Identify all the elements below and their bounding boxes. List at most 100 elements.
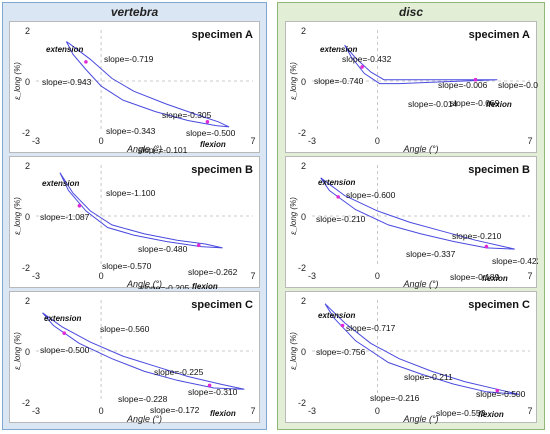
slope-label: slope=-0.189 bbox=[450, 272, 500, 282]
y-tick-label: 0 bbox=[301, 212, 306, 222]
annotation-extension: extension bbox=[318, 178, 355, 187]
x-tick-label: -3 bbox=[308, 406, 316, 416]
y-tick-label: 2 bbox=[301, 26, 306, 36]
y-axis-label: ε_long (%) bbox=[289, 197, 298, 235]
x-tick-label: 0 bbox=[375, 271, 380, 281]
slope-label: slope=-0.337 bbox=[406, 249, 456, 259]
specimen-label: specimen C bbox=[468, 299, 530, 311]
slope-label: slope=-0.101 bbox=[138, 145, 188, 154]
chart-svg: 2 0 -2-3 0 7 Angle (°) ε_long (%) specimen A ext… bbox=[13, 26, 256, 155]
data-marker bbox=[77, 204, 82, 208]
slope-label: slope=-0.343 bbox=[106, 126, 156, 136]
x-tick-label: 7 bbox=[527, 271, 532, 281]
x-tick-label: 7 bbox=[250, 271, 255, 281]
chart-panel: 2 0 -2 -3 0 7 Angle (°) ε_long (%) specimen B ext… bbox=[9, 156, 260, 293]
specimen-label: specimen C bbox=[191, 299, 253, 311]
chart-svg: 2 0 -2-3 0 7 Angle (°) ε_long (%) specimen A ext… bbox=[289, 26, 548, 154]
slope-label: slope=-0.480 bbox=[138, 244, 188, 254]
slope-label: slope=-0.943 bbox=[42, 77, 92, 87]
x-tick-label: 0 bbox=[375, 136, 380, 146]
slope-label: slope=-0.006 bbox=[438, 80, 488, 90]
annotation-extension: extension bbox=[44, 314, 81, 323]
annotation-extension: extension bbox=[318, 311, 355, 320]
slope-label: slope=-0.500 bbox=[186, 128, 236, 138]
slope-label: slope=-0.553 bbox=[436, 408, 486, 418]
chart-svg: 2 0 -2-3 0 7 Angle (°) ε_long (%) specimen C ext… bbox=[13, 296, 256, 424]
chart-svg: 2 0 -2-3 0 7 Angle (°) ε_long (%) specimen B ext… bbox=[289, 161, 542, 289]
annotation-extension: extension bbox=[320, 45, 357, 54]
data-marker bbox=[473, 77, 478, 82]
slope-label: slope=-0.740 bbox=[314, 76, 364, 86]
x-axis-label: Angle (°) bbox=[402, 144, 438, 154]
slope-label: slope=-0.560 bbox=[100, 324, 150, 334]
y-axis-label: ε_long (%) bbox=[13, 62, 22, 100]
y-tick-label: 2 bbox=[25, 26, 30, 36]
chart-panel: 2 0 -2 -3 0 7 Angle (°) ε_long (%) specimen A ext… bbox=[285, 21, 548, 154]
slope-label: slope=-1.087 bbox=[40, 212, 90, 222]
chart-svg: 2 0 -2-3 0 7 Angle (°) ε_long (%) specimen C ext… bbox=[289, 296, 533, 424]
slope-label: slope=-0.014 bbox=[408, 99, 458, 109]
x-tick-label: -3 bbox=[308, 136, 316, 146]
y-axis-label: ε_long (%) bbox=[13, 197, 22, 235]
x-tick-label: 7 bbox=[527, 406, 532, 416]
y-tick-label: 2 bbox=[25, 296, 30, 306]
x-axis-label: Angle (°) bbox=[402, 414, 438, 424]
x-tick-label: -3 bbox=[308, 271, 316, 281]
data-marker bbox=[340, 323, 345, 328]
y-axis-label: ε_long (%) bbox=[289, 332, 298, 370]
slope-label: slope=-0.225 bbox=[154, 367, 204, 377]
data-series-line bbox=[59, 172, 223, 249]
slope-label: slope=-0.262 bbox=[188, 267, 238, 277]
y-tick-label: 0 bbox=[25, 77, 30, 87]
y-tick-label: 0 bbox=[301, 347, 306, 357]
x-tick-label: -3 bbox=[32, 271, 40, 281]
chart-panel: 2 0 -2 -3 0 7 Angle (°) ε_long (%) specimen A ext… bbox=[9, 21, 260, 155]
y-tick-label: 2 bbox=[301, 296, 306, 306]
data-marker bbox=[62, 331, 67, 335]
y-axis-label: ε_long (%) bbox=[13, 332, 22, 370]
data-marker bbox=[196, 243, 201, 248]
annotation-extension: extension bbox=[46, 45, 83, 54]
y-tick-label: -2 bbox=[298, 128, 306, 138]
data-marker bbox=[207, 383, 212, 388]
annotation-flexion: flexion bbox=[210, 409, 236, 418]
y-tick-label: -2 bbox=[22, 398, 30, 408]
slope-label: slope=-0.600 bbox=[346, 190, 396, 200]
y-tick-label: 0 bbox=[25, 347, 30, 357]
x-axis-label: Angle (°) bbox=[126, 144, 162, 154]
slope-label: slope=-0.719 bbox=[104, 54, 154, 64]
slope-label: slope=-0.500 bbox=[40, 345, 90, 355]
slope-label: slope=-0.205 bbox=[140, 283, 190, 289]
x-axis-label: Angle (°) bbox=[402, 279, 438, 289]
slope-label: slope=-0.228 bbox=[118, 394, 168, 404]
y-tick-label: 2 bbox=[301, 161, 306, 171]
specimen-label: specimen B bbox=[468, 164, 530, 176]
x-tick-label: 0 bbox=[375, 406, 380, 416]
annotation-flexion: flexion bbox=[200, 140, 226, 149]
y-tick-label: 0 bbox=[301, 77, 306, 87]
slope-label: slope=-0.216 bbox=[370, 393, 420, 403]
x-tick-label: 0 bbox=[99, 406, 104, 416]
slope-label: slope=-0.025 bbox=[498, 80, 538, 90]
chart-panel: 2 0 -2 -3 0 7 Angle (°) ε_long (%) specimen C ext… bbox=[285, 291, 537, 424]
slope-label: slope=-0.210 bbox=[452, 231, 502, 241]
y-tick-label: 2 bbox=[25, 161, 30, 171]
column-title: vertebra bbox=[110, 5, 159, 19]
annotation-flexion: flexion bbox=[486, 100, 512, 109]
specimen-label: specimen A bbox=[469, 29, 530, 41]
chart-svg: 2 0 -2-3 0 7 Angle (°) ε_long (%) specimen B ext… bbox=[13, 161, 256, 293]
slope-label: slope=-0.432 bbox=[342, 54, 392, 64]
slope-label: slope=-0.172 bbox=[150, 405, 200, 415]
data-marker bbox=[205, 120, 210, 124]
data-series-line bbox=[344, 44, 498, 85]
y-axis-label: ε_long (%) bbox=[289, 62, 298, 100]
annotation-flexion: flexion bbox=[192, 282, 218, 289]
data-marker bbox=[360, 65, 364, 69]
chart-panel: 2 0 -2 -3 0 7 Angle (°) ε_long (%) specimen C ext… bbox=[9, 291, 260, 424]
x-tick-label: 7 bbox=[250, 406, 255, 416]
slope-label: slope=-0.069 bbox=[450, 98, 500, 108]
slope-label: slope=-0.211 bbox=[404, 372, 453, 382]
column-disc: disc 2 0 -2 -3 0 7 Angle (°) ε_long (%) specimen… bbox=[277, 2, 548, 430]
x-tick-label: -3 bbox=[32, 406, 40, 416]
y-tick-label: -2 bbox=[22, 128, 30, 138]
